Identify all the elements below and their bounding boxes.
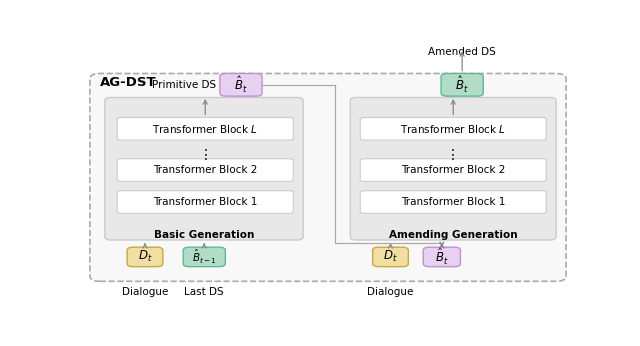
FancyBboxPatch shape bbox=[441, 73, 483, 96]
Text: Primitive DS: Primitive DS bbox=[152, 80, 216, 90]
Text: ⋮: ⋮ bbox=[446, 148, 460, 162]
FancyBboxPatch shape bbox=[90, 73, 566, 281]
Text: Dialogue: Dialogue bbox=[122, 288, 168, 298]
Text: Transformer Block 2: Transformer Block 2 bbox=[401, 165, 506, 175]
FancyBboxPatch shape bbox=[360, 191, 547, 213]
Text: Basic Generation: Basic Generation bbox=[154, 230, 254, 240]
Text: $\hat{B}_t$: $\hat{B}_t$ bbox=[435, 247, 449, 267]
Text: Transformer Block $L$: Transformer Block $L$ bbox=[401, 123, 506, 135]
FancyBboxPatch shape bbox=[360, 159, 547, 181]
Text: AG-DST: AG-DST bbox=[100, 76, 156, 89]
Text: Transformer Block 1: Transformer Block 1 bbox=[153, 197, 257, 207]
FancyBboxPatch shape bbox=[350, 98, 556, 240]
Text: $\hat{B}_{t-1}$: $\hat{B}_{t-1}$ bbox=[192, 248, 217, 266]
FancyBboxPatch shape bbox=[117, 117, 293, 140]
Text: Amended DS: Amended DS bbox=[428, 47, 496, 57]
FancyBboxPatch shape bbox=[183, 247, 225, 267]
FancyBboxPatch shape bbox=[127, 247, 163, 267]
FancyBboxPatch shape bbox=[360, 117, 547, 140]
Text: Transformer Block 2: Transformer Block 2 bbox=[153, 165, 257, 175]
Text: $D_t$: $D_t$ bbox=[383, 249, 398, 264]
Text: $\hat{B}_t$: $\hat{B}_t$ bbox=[234, 75, 248, 95]
Text: Amending Generation: Amending Generation bbox=[388, 230, 517, 240]
FancyBboxPatch shape bbox=[105, 98, 303, 240]
FancyBboxPatch shape bbox=[117, 191, 293, 213]
Text: Dialogue: Dialogue bbox=[367, 288, 413, 298]
FancyBboxPatch shape bbox=[220, 73, 262, 96]
Text: ⋮: ⋮ bbox=[198, 148, 212, 162]
Text: $\hat{B}_t$: $\hat{B}_t$ bbox=[455, 75, 469, 95]
FancyBboxPatch shape bbox=[423, 247, 460, 267]
FancyBboxPatch shape bbox=[117, 159, 293, 181]
Text: Last DS: Last DS bbox=[184, 288, 224, 298]
Text: $D_t$: $D_t$ bbox=[138, 249, 152, 264]
Text: Transformer Block $L$: Transformer Block $L$ bbox=[152, 123, 258, 135]
FancyBboxPatch shape bbox=[372, 247, 408, 267]
Text: Transformer Block 1: Transformer Block 1 bbox=[401, 197, 506, 207]
